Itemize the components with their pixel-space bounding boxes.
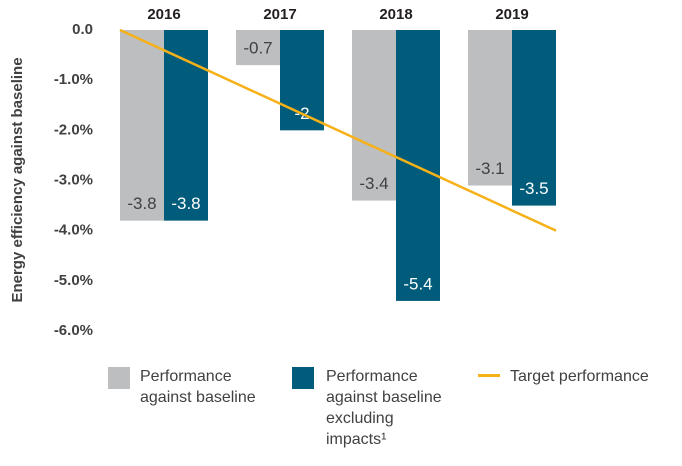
x-tick-label: 2017: [263, 6, 296, 23]
bar-label: -5.4: [403, 274, 432, 293]
bar: [468, 30, 512, 186]
y-tick-label: -1.0%: [54, 71, 93, 88]
y-tick-label: -2.0%: [54, 121, 93, 138]
bar-label: -3.1: [475, 159, 504, 178]
x-tick-label: 2018: [379, 6, 412, 23]
bar: [164, 30, 208, 221]
bar: [120, 30, 164, 221]
legend-swatch: [292, 367, 314, 389]
bar-label: -0.7: [243, 39, 272, 58]
bar: [352, 30, 396, 201]
legend-label: Performance against baseline: [140, 368, 256, 406]
x-tick-label: 2019: [495, 6, 528, 23]
y-tick-label: -3.0%: [54, 171, 93, 188]
x-tick-label: 2016: [147, 6, 180, 23]
target-line: [119, 28, 557, 232]
legend-swatch: [478, 374, 500, 377]
y-axis-title: Energy efficiency against baseline: [9, 57, 26, 302]
bar: [512, 30, 556, 206]
bar-label: -3.8: [171, 194, 200, 213]
bar: [396, 30, 440, 301]
legend-swatch: [108, 367, 130, 389]
bar-label: -3.8: [127, 194, 156, 213]
y-tick-label: -6.0%: [54, 322, 93, 339]
y-tick-label: -5.0%: [54, 272, 93, 289]
y-tick-label: 0.0: [72, 21, 93, 38]
bar-label: -3.5: [519, 179, 548, 198]
bar-label: -3.4: [359, 174, 388, 193]
legend-label: Performance against baseline excluding i…: [326, 368, 442, 448]
bar: [236, 30, 280, 66]
y-tick-label: -4.0%: [54, 222, 93, 239]
legend-label: Target performance: [510, 368, 649, 385]
